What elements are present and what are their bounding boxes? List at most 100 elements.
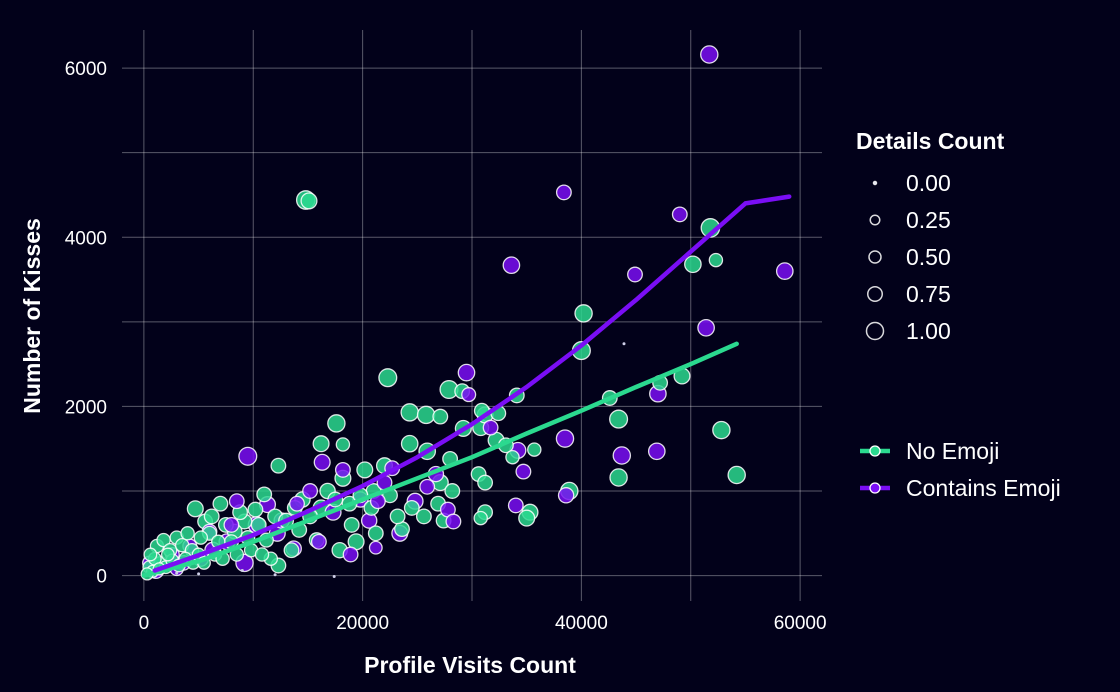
data-point	[444, 483, 461, 499]
data-point	[482, 419, 499, 436]
size-legend-key	[872, 180, 878, 186]
data-point	[367, 525, 384, 542]
data-point	[240, 569, 244, 572]
data-point	[247, 501, 264, 518]
data-point	[627, 266, 643, 283]
data-point	[416, 405, 436, 425]
data-point	[502, 256, 521, 275]
data-point	[609, 409, 629, 429]
size-legend-key	[865, 321, 885, 341]
data-point	[300, 192, 318, 210]
data-point	[273, 573, 277, 577]
data-point	[368, 540, 383, 555]
data-point	[312, 435, 330, 453]
data-point	[609, 468, 628, 487]
size-legend-key	[869, 214, 881, 226]
data-point	[445, 513, 462, 530]
data-point	[193, 530, 209, 545]
data-point	[334, 461, 351, 478]
data-point	[622, 342, 626, 346]
data-point	[684, 255, 702, 274]
data-point	[671, 206, 688, 223]
data-point	[712, 420, 731, 440]
data-point	[419, 478, 436, 495]
data-point	[700, 45, 719, 64]
size-legend-label: 1.00	[906, 318, 951, 344]
y-axis-label: Number of Kisses	[19, 218, 45, 414]
data-point	[356, 461, 374, 479]
data-point	[400, 403, 419, 422]
x-tick-label: 60000	[774, 613, 827, 634]
data-point	[186, 500, 204, 518]
data-point	[335, 437, 351, 452]
data-point	[527, 442, 542, 457]
trend-line	[152, 194, 792, 573]
data-point	[327, 414, 346, 433]
color-legend-label: No Emoji	[906, 438, 999, 464]
data-point	[697, 318, 715, 337]
data-point	[310, 533, 327, 550]
x-axis-label: Profile Visits Count	[364, 652, 576, 678]
x-tick-label: 20000	[336, 613, 389, 634]
size-legend-label: 0.50	[906, 244, 951, 270]
trend-line	[141, 341, 739, 578]
data-points	[140, 45, 794, 581]
data-point	[143, 547, 158, 562]
y-tick-label: 4000	[65, 228, 107, 249]
data-point	[775, 262, 794, 280]
data-point	[574, 304, 593, 323]
size-legend-key	[867, 286, 883, 302]
data-point	[283, 542, 300, 559]
data-point	[518, 509, 536, 527]
data-point	[180, 526, 195, 541]
data-point	[461, 387, 477, 403]
data-point	[555, 429, 575, 448]
data-point	[403, 499, 420, 516]
data-point	[256, 486, 273, 503]
data-point	[477, 474, 494, 491]
y-tick-label: 2000	[65, 397, 107, 418]
data-point	[378, 368, 398, 388]
data-point	[160, 547, 175, 562]
data-point	[389, 508, 406, 525]
data-point	[400, 434, 419, 453]
data-point	[473, 510, 488, 526]
data-point	[203, 508, 220, 525]
data-point	[302, 483, 319, 499]
size-legend-label: 0.25	[906, 207, 951, 233]
data-point	[238, 446, 258, 466]
x-tick-label: 40000	[555, 613, 608, 634]
data-point	[457, 363, 476, 382]
data-point	[515, 463, 532, 480]
data-point	[505, 449, 520, 465]
x-axis-ticks: 0 20000 40000 60000	[139, 613, 827, 634]
data-point	[313, 453, 331, 471]
data-point	[228, 493, 245, 510]
trend-lines	[141, 194, 792, 578]
color-legend-marker	[869, 445, 881, 457]
x-tick-label: 0	[139, 613, 150, 634]
y-tick-label: 0	[96, 567, 107, 588]
size-legend-key	[868, 250, 882, 264]
data-point	[555, 184, 572, 201]
data-point	[270, 457, 287, 474]
data-point	[432, 408, 449, 425]
color-legend-label: Contains Emoji	[906, 475, 1061, 501]
data-point	[342, 546, 359, 563]
data-point	[212, 495, 229, 512]
size-legend-label: 0.75	[906, 281, 951, 307]
data-point	[289, 495, 305, 512]
size-legend-label: 0.00	[906, 170, 951, 196]
data-point	[647, 442, 666, 461]
data-point	[175, 571, 179, 575]
data-point	[612, 446, 632, 465]
data-point	[197, 572, 201, 576]
data-point	[332, 575, 336, 578]
data-point	[557, 487, 575, 504]
grid	[122, 30, 822, 601]
size-legend: Details Count 0.00 0.25 0.50 0.75 1.00	[856, 128, 1005, 344]
y-axis-ticks: 0 2000 4000 6000	[65, 59, 107, 588]
data-point	[343, 516, 360, 533]
data-point	[727, 465, 746, 485]
